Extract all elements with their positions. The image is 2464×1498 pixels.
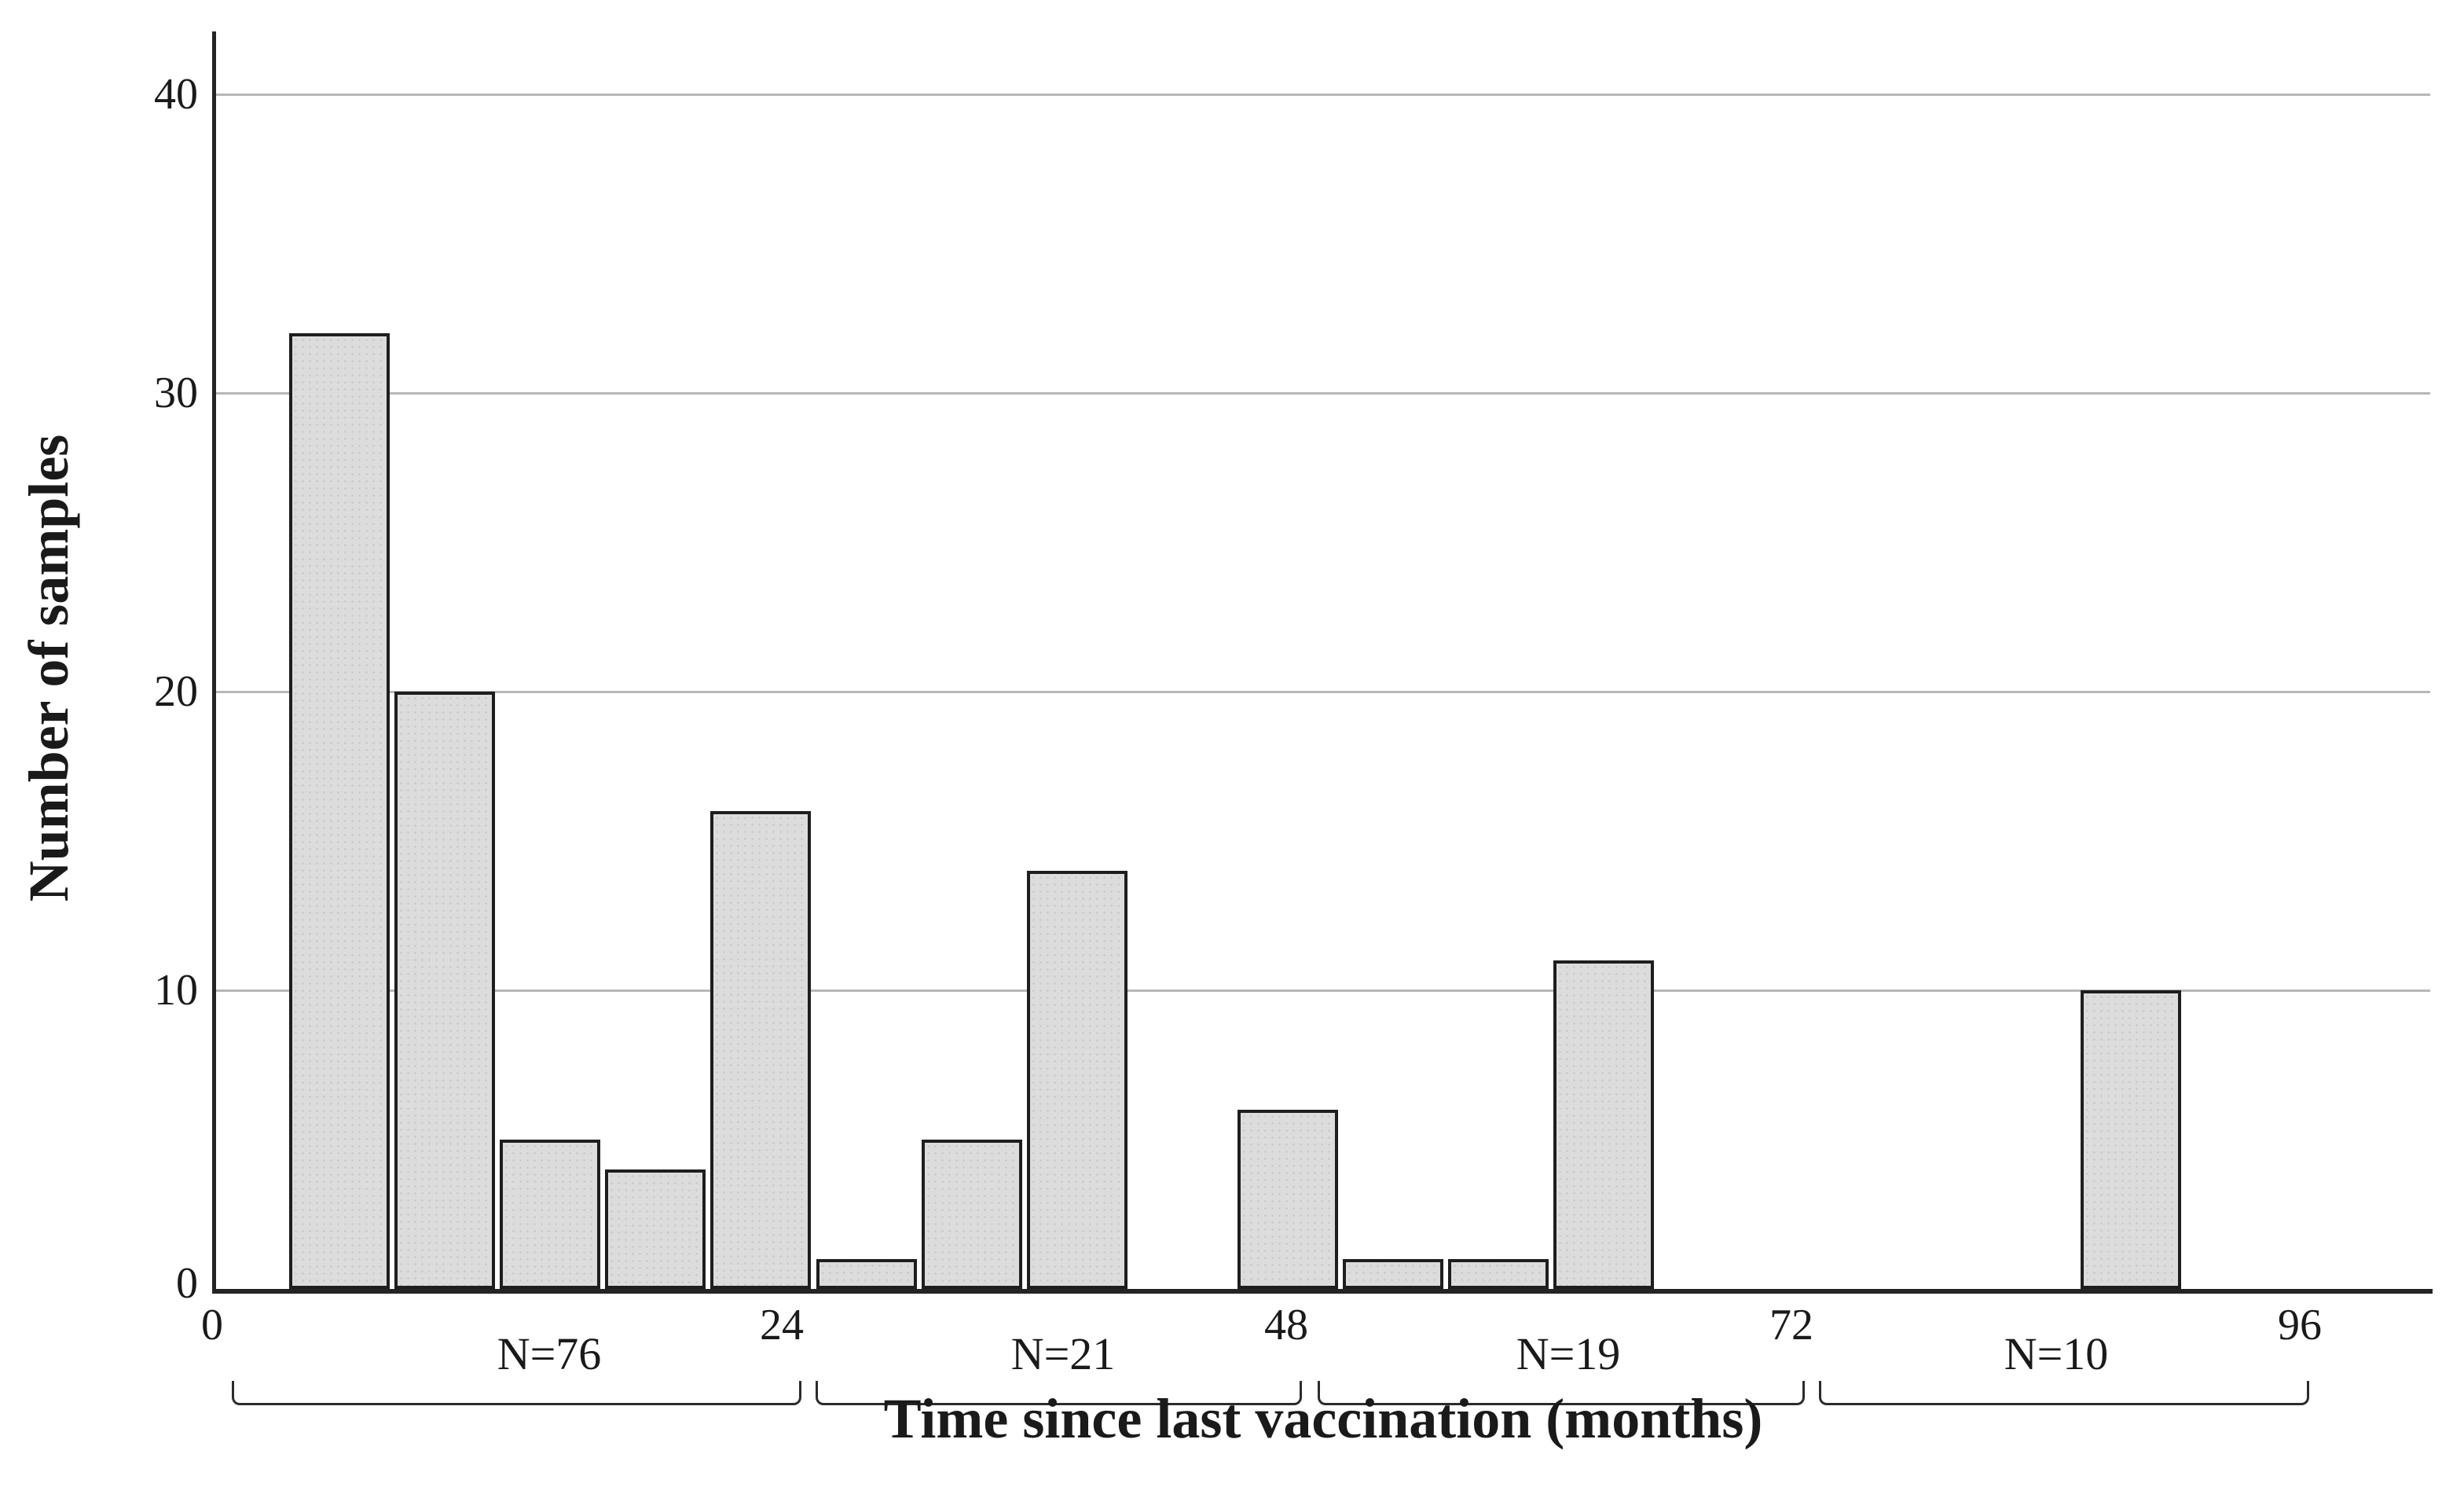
group-count-label: N=21	[1010, 1328, 1116, 1379]
x-tick-label: 48	[1264, 1301, 1308, 1349]
y-axis-line	[212, 31, 216, 1294]
group-bracket	[232, 1381, 801, 1405]
group-count-label: N=76	[497, 1328, 602, 1379]
bar	[289, 333, 390, 1289]
gridline	[216, 691, 2430, 693]
bar	[710, 811, 811, 1289]
y-tick-label: 20	[154, 667, 198, 716]
y-tick-label: 10	[154, 966, 198, 1015]
gridline	[216, 989, 2430, 992]
group-bracket	[1819, 1381, 2309, 1405]
y-tick-label: 40	[154, 70, 198, 119]
gridline	[216, 94, 2430, 96]
group-bracket	[816, 1381, 1302, 1405]
x-axis-line	[212, 1289, 2433, 1294]
bar	[1238, 1110, 1338, 1289]
bar	[1448, 1259, 1549, 1289]
group-bracket	[1318, 1381, 1805, 1405]
group-count-label: N=10	[2004, 1328, 2109, 1379]
bar	[2081, 990, 2181, 1289]
x-tick-label: 24	[760, 1301, 804, 1349]
x-tick-label: 72	[1769, 1301, 1813, 1349]
bar	[394, 692, 495, 1289]
y-tick-label: 0	[176, 1259, 198, 1308]
bar	[1027, 871, 1128, 1289]
bar	[1343, 1259, 1443, 1289]
x-tick-label: 0	[201, 1301, 223, 1349]
gridline	[216, 392, 2430, 395]
bar	[1553, 960, 1654, 1289]
bar	[605, 1169, 706, 1289]
bar	[816, 1259, 917, 1289]
x-tick-label: 96	[2278, 1301, 2322, 1349]
group-count-label: N=19	[1516, 1328, 1621, 1379]
y-tick-label: 30	[154, 369, 198, 417]
y-axis-title: Number of samples	[17, 434, 80, 902]
bar	[922, 1140, 1022, 1289]
x-axis-title: Time since last vaccination (months)	[883, 1387, 1763, 1450]
bar	[500, 1140, 600, 1289]
